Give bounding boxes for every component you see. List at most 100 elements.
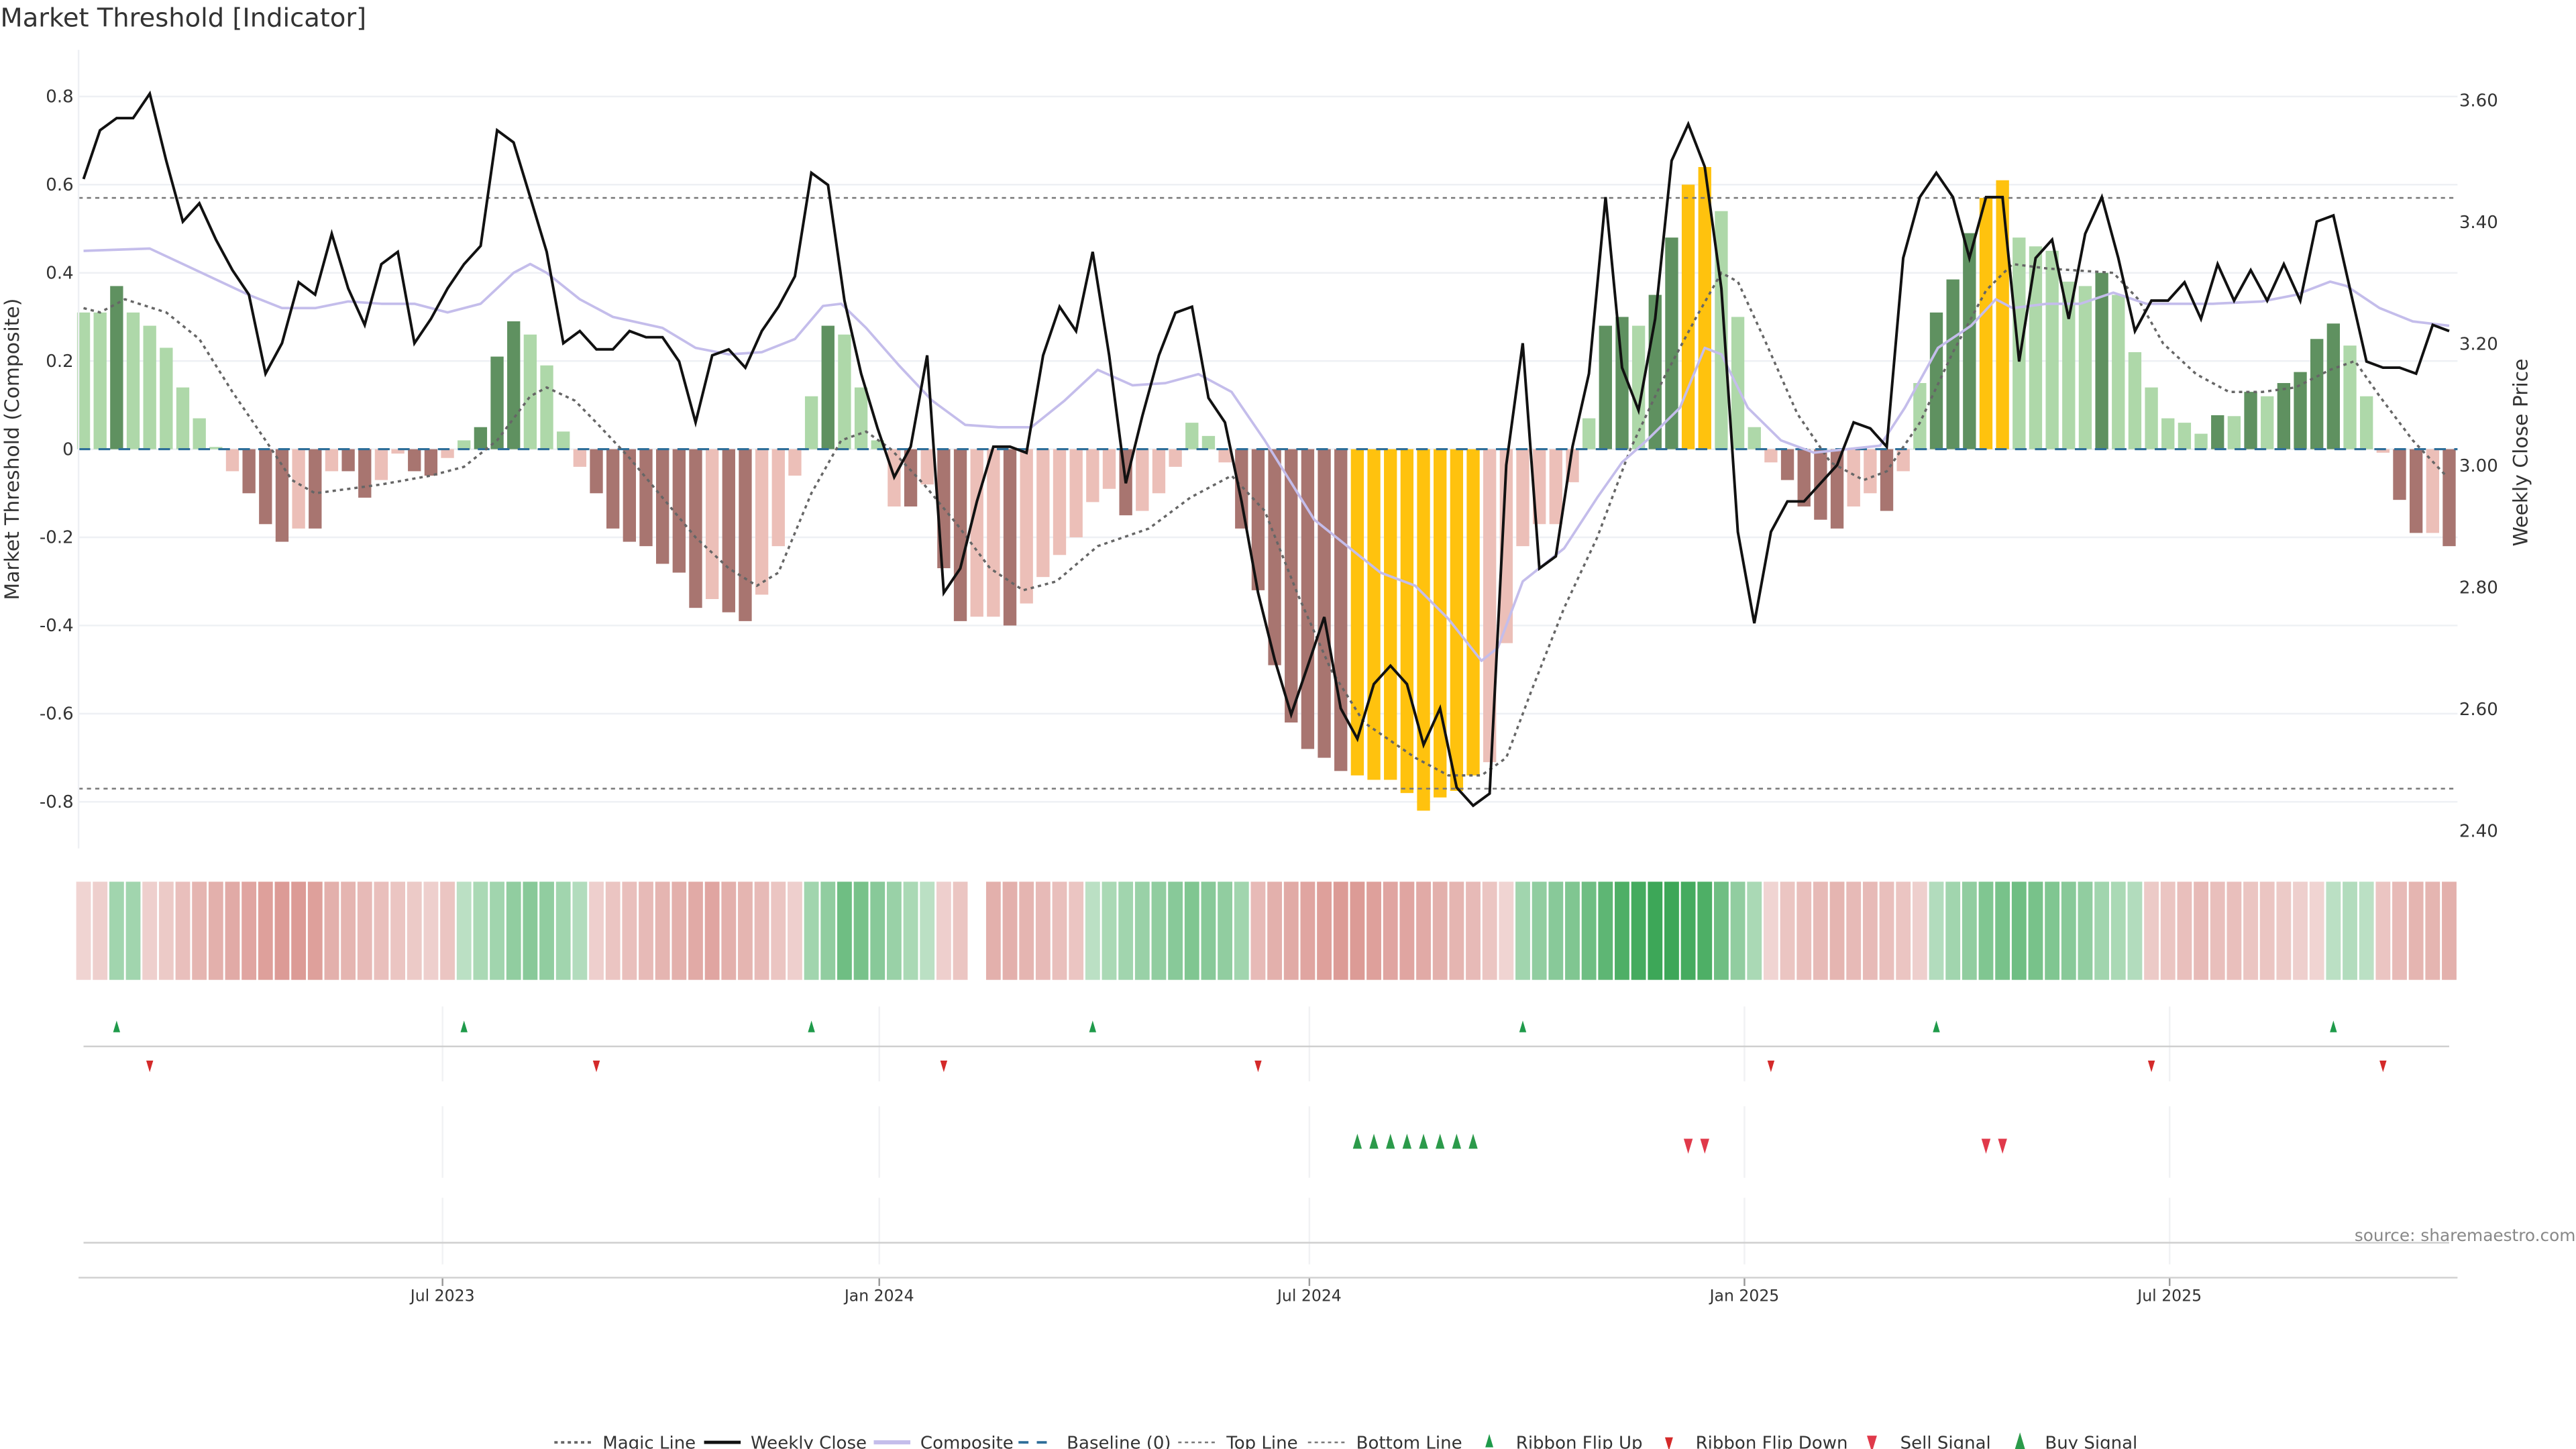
legend-label: Magic Line	[602, 1434, 696, 1449]
ribbon-cell	[1714, 881, 1729, 980]
legend-item: Magic Line	[554, 1434, 696, 1449]
ribbon-cell	[2194, 881, 2208, 980]
ribbon-cell	[1912, 881, 1927, 980]
ribbon-cell	[1085, 881, 1100, 980]
composite-bar	[2343, 345, 2357, 449]
ribbon-flip-down-marker	[940, 1060, 948, 1073]
composite-bar	[1748, 427, 1761, 449]
ribbon-cell	[208, 881, 223, 980]
composite-bar	[1698, 166, 1711, 449]
composite-bar	[160, 347, 173, 449]
ribbon-cell	[1399, 881, 1415, 980]
magic-line	[83, 262, 2447, 777]
legend-item: Ribbon Flip Down	[1664, 1434, 1848, 1449]
composite-bar	[458, 440, 471, 449]
composite-bar	[1499, 449, 1513, 643]
legend-label: Baseline (0)	[1067, 1434, 1171, 1449]
composite-bar	[904, 449, 918, 507]
composite-bar	[804, 396, 818, 449]
ribbon-cell	[672, 881, 687, 980]
left-tick-label: -0.2	[40, 528, 74, 548]
ribbon-cell	[456, 881, 472, 980]
y-axis-label: Market Threshold (Composite)	[1, 299, 24, 600]
composite-bar	[639, 449, 653, 547]
composite-bar	[1979, 197, 1993, 449]
composite-bar	[1830, 449, 1844, 529]
ribbon-cell	[2110, 881, 2126, 980]
composite-bar	[2244, 392, 2257, 449]
ribbon-cell	[2160, 881, 2176, 980]
ribbon-cell	[1168, 881, 1183, 980]
legend-item: Top Line	[1178, 1434, 1298, 1449]
ribbon-cell	[1333, 881, 1348, 980]
buy-signal-marker	[1369, 1134, 1379, 1149]
ribbon-cell	[2259, 881, 2275, 980]
ribbon-cell	[1548, 881, 1564, 980]
legend-label: Buy Signal	[2045, 1434, 2137, 1449]
ribbon-cell	[1680, 881, 1696, 980]
ribbon-cell	[936, 881, 951, 980]
composite-bar	[2178, 423, 2192, 449]
ribbon-cell	[1035, 881, 1051, 980]
composite-bar	[623, 449, 637, 542]
legend-swatch-down-triangle-icon	[1664, 1437, 1673, 1449]
ribbon-cell	[2425, 881, 2440, 980]
composite-bar	[2128, 352, 2142, 449]
composite-bar	[1053, 449, 1067, 555]
composite-bar	[2161, 418, 2175, 449]
composite-bar	[193, 418, 206, 449]
ribbon-cell	[1267, 881, 1283, 980]
legend-item: Buy Signal	[2015, 1432, 2137, 1449]
ribbon-cell	[341, 881, 356, 980]
composite-bar	[275, 449, 289, 542]
right-tick-label: 3.00	[2459, 456, 2498, 476]
source-note: source: sharemaestro.com	[2355, 1226, 2576, 1245]
composite-bar	[1963, 233, 1976, 449]
ribbon-cell	[1466, 881, 1481, 980]
composite-bar	[2045, 250, 2059, 449]
right-tick-label: 3.20	[2459, 335, 2498, 355]
composite-bar	[259, 449, 272, 525]
composite-bar	[2393, 449, 2406, 500]
ribbon-flip-down-marker	[146, 1060, 154, 1073]
ribbon-cell	[274, 881, 290, 980]
ribbon-flip-down-marker	[2147, 1060, 2155, 1073]
left-tick-label: -0.8	[40, 792, 74, 812]
legend-swatch-up-triangle-icon	[1485, 1434, 1494, 1448]
ribbon-cell	[1598, 881, 1613, 980]
buy-signal-marker	[1352, 1134, 1362, 1149]
composite-bar	[1020, 449, 1033, 604]
legend-label: Bottom Line	[1356, 1434, 1462, 1449]
x-tick-label: Jul 2023	[409, 1286, 475, 1305]
composite-bar	[1780, 449, 1794, 480]
ribbon-cell	[1317, 881, 1332, 980]
ribbon-cell	[1962, 881, 1977, 980]
ribbon-cell	[1118, 881, 1134, 980]
ribbon-cell	[2243, 881, 2258, 980]
ribbon-cell	[1499, 881, 1514, 980]
composite-bar	[2062, 281, 2076, 449]
ribbon-cell	[1515, 881, 1530, 980]
composite-bar	[126, 312, 140, 449]
composite-bar	[1466, 449, 1480, 775]
composite-bar	[1582, 418, 1596, 449]
ribbon-cell	[639, 881, 653, 980]
x-tick-label: Jul 2025	[2136, 1286, 2202, 1305]
ribbon-cell	[1250, 881, 1266, 980]
ribbon-cell	[2309, 881, 2324, 980]
ribbon-cell	[1449, 881, 1464, 980]
ribbon-cell	[704, 881, 720, 980]
legend-item: Ribbon Flip Up	[1485, 1434, 1643, 1449]
ribbon-cell	[158, 881, 174, 980]
composite-bar	[1185, 423, 1199, 449]
ribbon-cell	[2293, 881, 2308, 980]
composite-bar	[2326, 323, 2341, 449]
composite-bar	[1036, 449, 1050, 578]
ribbon-cell	[440, 881, 455, 980]
legend-label: Top Line	[1226, 1434, 1297, 1449]
right-tick-label: 3.40	[2459, 213, 2498, 233]
ribbon-cell	[2127, 881, 2143, 980]
composite-bar	[755, 449, 769, 595]
composite-bar	[176, 387, 190, 449]
ribbon-cell	[324, 881, 339, 980]
